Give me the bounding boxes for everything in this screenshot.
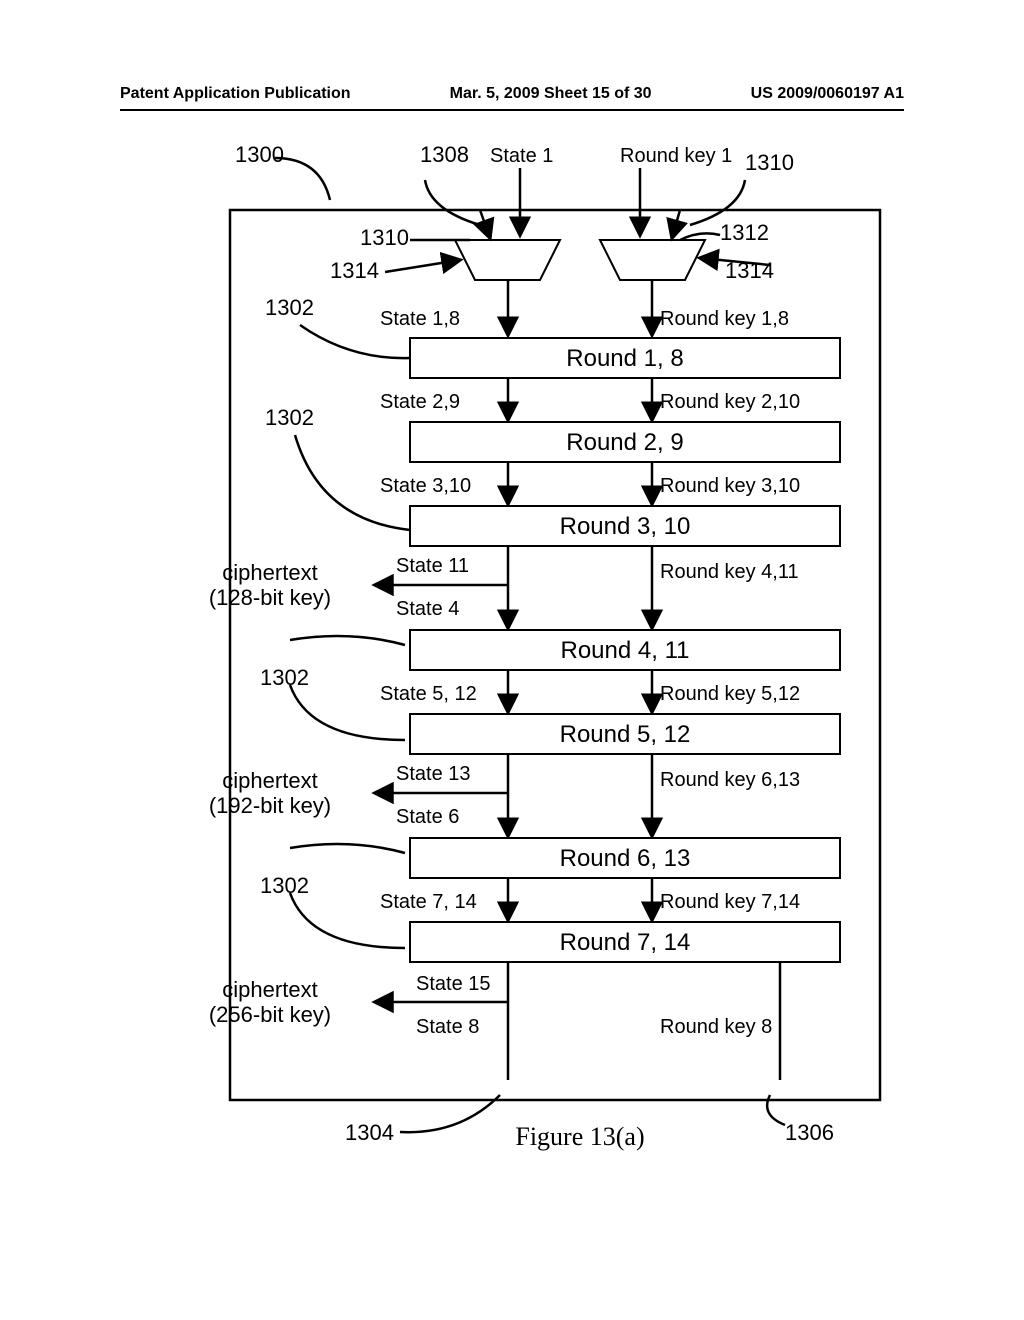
ref-1314-left: 1314 <box>330 258 379 283</box>
state1-label: State 1 <box>490 145 553 167</box>
round-3-10-text: Round 3, 10 <box>560 513 691 540</box>
figure-13a: 1300 1308 State 1 Round key 1 1310 1310 … <box>120 140 904 1180</box>
ref-1310-left: 1310 <box>360 225 409 250</box>
mux-left <box>455 240 560 280</box>
round-1-8-text: Round 1, 8 <box>566 345 683 372</box>
ref-1308: 1308 <box>420 142 469 167</box>
ref-1302-a: 1302 <box>265 295 314 320</box>
state8-label: State 8 <box>416 1016 479 1038</box>
state512-label: State 5, 12 <box>380 683 477 705</box>
rk210-label: Round key 2,10 <box>660 391 800 413</box>
round-6-13-text: Round 6, 13 <box>560 845 691 872</box>
roundkey1-label: Round key 1 <box>620 145 732 167</box>
figure-label: Figure 13(a) <box>515 1122 644 1151</box>
cipher192-a: ciphertext <box>222 768 317 793</box>
state11-label: State 11 <box>396 555 469 577</box>
ref-1312: 1312 <box>720 220 769 245</box>
ref-1306: 1306 <box>785 1120 834 1145</box>
ref-1302-c: 1302 <box>260 665 309 690</box>
header-right: US 2009/0060197 A1 <box>751 85 904 103</box>
ref-1302-b: 1302 <box>265 405 314 430</box>
mux-right <box>600 240 705 280</box>
round-5-12-text: Round 5, 12 <box>560 721 691 748</box>
state29-label: State 2,9 <box>380 391 460 413</box>
state18-label: State 1,8 <box>380 308 460 330</box>
cipher256-a: ciphertext <box>222 977 317 1002</box>
rk613-label: Round key 6,13 <box>660 769 800 791</box>
state714-label: State 7, 14 <box>380 891 477 913</box>
cipher192-b: (192-bit key) <box>209 793 331 818</box>
state4-label: State 4 <box>396 598 459 620</box>
leader-1310-top <box>690 180 745 225</box>
rk8-label: Round key 8 <box>660 1016 772 1038</box>
rk411-label: Round key 4,11 <box>660 561 799 583</box>
ref-1304: 1304 <box>345 1120 394 1145</box>
page-header: Patent Application Publication Mar. 5, 2… <box>120 85 904 111</box>
ref-1302-d: 1302 <box>260 873 309 898</box>
leader-1302-d1 <box>290 844 405 853</box>
cipher128-a: ciphertext <box>222 560 317 585</box>
rk310-label: Round key 3,10 <box>660 475 800 497</box>
state6-label: State 6 <box>396 806 459 828</box>
state15-label: State 15 <box>416 973 491 995</box>
rk512-label: Round key 5,12 <box>660 683 800 705</box>
state13-label: State 13 <box>396 763 471 785</box>
ref-1300: 1300 <box>235 142 284 167</box>
rk714-label: Round key 7,14 <box>660 891 800 913</box>
round-2-9-text: Round 2, 9 <box>566 429 683 456</box>
rk18-label: Round key 1,8 <box>660 308 789 330</box>
mux-left-port2 <box>480 210 490 238</box>
state310-label: State 3,10 <box>380 475 471 497</box>
leader-1308 <box>425 180 480 225</box>
round-7-14-text: Round 7, 14 <box>560 929 691 956</box>
ref-1310-top: 1310 <box>745 150 794 175</box>
leader-1302-c1 <box>290 636 405 645</box>
cipher256-b: (256-bit key) <box>209 1002 331 1027</box>
header-left: Patent Application Publication <box>120 85 351 103</box>
feedback-arrow-left <box>385 260 460 272</box>
mux-right-port2 <box>672 210 680 238</box>
cipher128-b: (128-bit key) <box>209 585 331 610</box>
round-4-11-text: Round 4, 11 <box>561 637 690 664</box>
header-center: Mar. 5, 2009 Sheet 15 of 30 <box>450 85 652 103</box>
